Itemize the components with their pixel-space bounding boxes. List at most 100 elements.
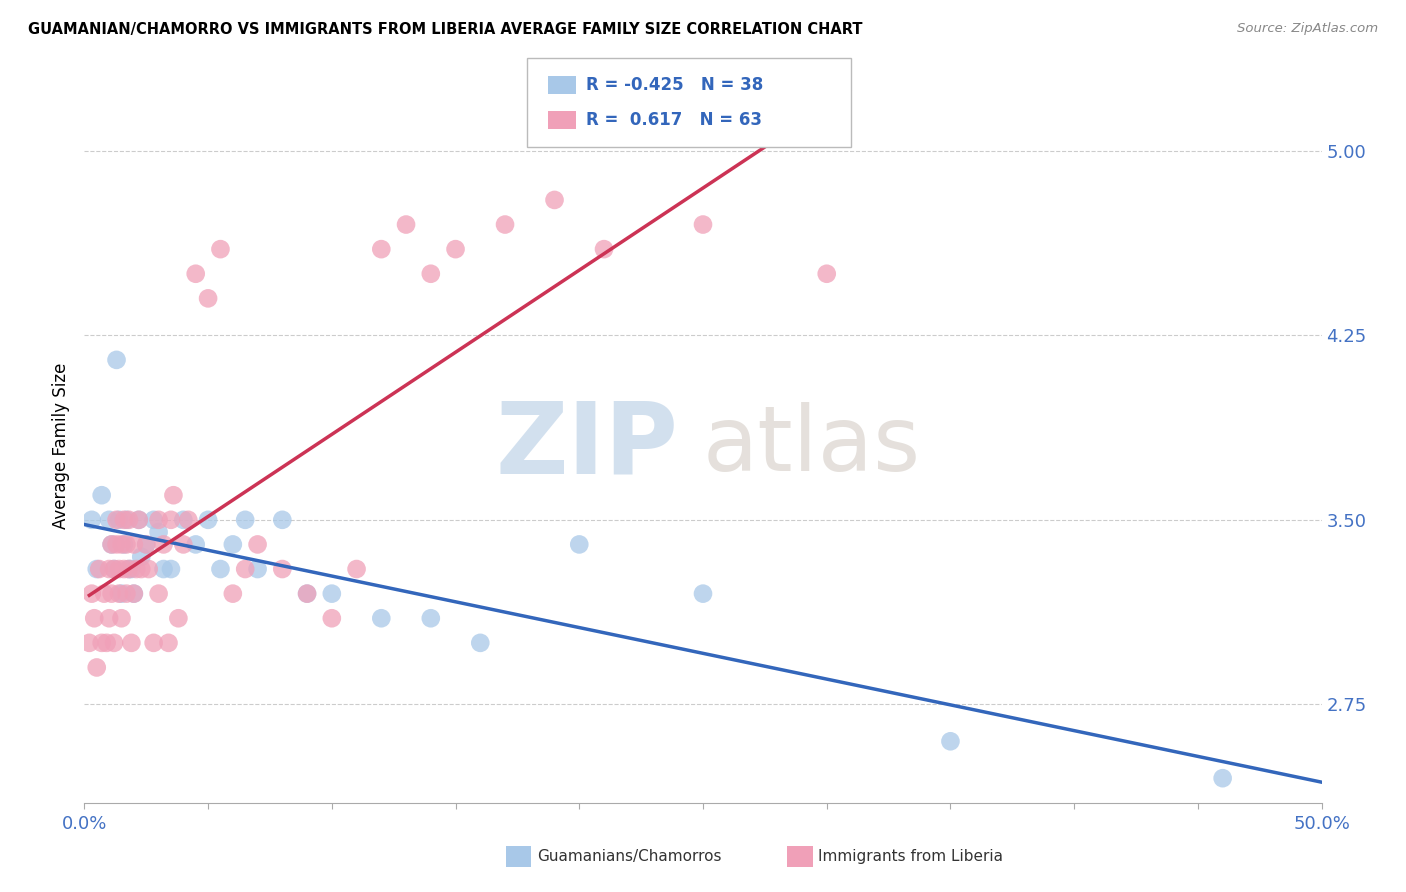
Text: ZIP: ZIP xyxy=(495,398,678,494)
Point xyxy=(93,587,115,601)
Point xyxy=(115,537,138,551)
Point xyxy=(470,636,492,650)
Point xyxy=(815,267,838,281)
Text: R =  0.617   N = 63: R = 0.617 N = 63 xyxy=(586,112,762,129)
Point xyxy=(246,562,269,576)
Point xyxy=(152,537,174,551)
Point xyxy=(118,513,141,527)
Point xyxy=(105,352,128,367)
Point xyxy=(110,537,132,551)
Point xyxy=(370,242,392,256)
Point xyxy=(110,611,132,625)
Point xyxy=(129,562,152,576)
Point xyxy=(233,513,256,527)
Point xyxy=(543,193,565,207)
Point xyxy=(197,513,219,527)
Point xyxy=(135,537,157,551)
Point xyxy=(162,488,184,502)
Point xyxy=(83,611,105,625)
Point xyxy=(148,587,170,601)
Point xyxy=(157,636,180,650)
Point xyxy=(96,636,118,650)
Point xyxy=(103,562,125,576)
Point xyxy=(160,562,183,576)
Point xyxy=(80,587,103,601)
Point xyxy=(135,537,157,551)
Point xyxy=(444,242,467,256)
Point xyxy=(122,537,145,551)
Point xyxy=(90,488,112,502)
Point xyxy=(233,562,256,576)
Point xyxy=(89,562,111,576)
Point xyxy=(86,562,108,576)
Point xyxy=(105,513,128,527)
Point xyxy=(79,636,101,650)
Point xyxy=(118,562,141,576)
Point xyxy=(129,549,152,564)
Point xyxy=(86,660,108,674)
Point xyxy=(98,562,121,576)
Point xyxy=(172,513,194,527)
Point xyxy=(110,587,132,601)
Point xyxy=(177,513,200,527)
Point xyxy=(370,611,392,625)
Point xyxy=(246,537,269,551)
Point xyxy=(142,513,165,527)
Point xyxy=(108,513,131,527)
Point xyxy=(112,537,135,551)
Point xyxy=(167,611,190,625)
Text: Source: ZipAtlas.com: Source: ZipAtlas.com xyxy=(1237,22,1378,36)
Point xyxy=(271,562,294,576)
Point xyxy=(209,562,232,576)
Text: Immigrants from Liberia: Immigrants from Liberia xyxy=(818,849,1004,863)
Point xyxy=(197,291,219,305)
Point xyxy=(120,636,142,650)
Point xyxy=(419,611,441,625)
Point xyxy=(295,587,318,601)
Point xyxy=(692,587,714,601)
Point xyxy=(90,636,112,650)
Point xyxy=(148,525,170,540)
Text: GUAMANIAN/CHAMORRO VS IMMIGRANTS FROM LIBERIA AVERAGE FAMILY SIZE CORRELATION CH: GUAMANIAN/CHAMORRO VS IMMIGRANTS FROM LI… xyxy=(28,22,863,37)
Point xyxy=(271,513,294,527)
Point xyxy=(128,513,150,527)
Point xyxy=(148,513,170,527)
Point xyxy=(108,587,131,601)
Point xyxy=(118,562,141,576)
Point xyxy=(568,537,591,551)
Point xyxy=(80,513,103,527)
Text: Guamanians/Chamorros: Guamanians/Chamorros xyxy=(537,849,721,863)
Point xyxy=(222,587,245,601)
Point xyxy=(128,513,150,527)
Point xyxy=(593,242,616,256)
Point xyxy=(103,562,125,576)
Point xyxy=(120,562,142,576)
Point xyxy=(184,267,207,281)
Point xyxy=(125,562,148,576)
Point xyxy=(103,636,125,650)
Point xyxy=(142,636,165,650)
Point xyxy=(112,513,135,527)
Text: R = -0.425   N = 38: R = -0.425 N = 38 xyxy=(586,76,763,94)
Point xyxy=(100,537,122,551)
Point xyxy=(321,611,343,625)
Point xyxy=(419,267,441,281)
Point xyxy=(346,562,368,576)
Point xyxy=(138,562,160,576)
Point xyxy=(222,537,245,551)
Point xyxy=(98,513,121,527)
Point xyxy=(184,537,207,551)
Point xyxy=(115,513,138,527)
Y-axis label: Average Family Size: Average Family Size xyxy=(52,363,70,529)
Point xyxy=(692,218,714,232)
Point xyxy=(115,587,138,601)
Point xyxy=(939,734,962,748)
Point xyxy=(160,513,183,527)
Point xyxy=(494,218,516,232)
Point xyxy=(108,562,131,576)
Point xyxy=(209,242,232,256)
Point xyxy=(1212,771,1234,785)
Point xyxy=(122,587,145,601)
Point xyxy=(172,537,194,551)
Point xyxy=(98,611,121,625)
